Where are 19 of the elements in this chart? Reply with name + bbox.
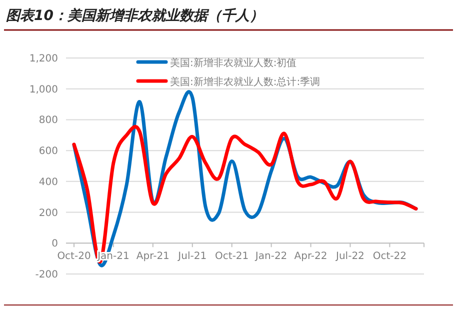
y-tick-label: -200	[35, 270, 58, 280]
x-tick-label: Oct-21	[215, 251, 249, 262]
x-tick-label: Jul-22	[335, 251, 364, 262]
x-tick-label: Oct-20	[57, 251, 91, 262]
y-tick-label: 800	[38, 115, 58, 126]
x-tick-label: Apr-22	[294, 251, 328, 262]
y-tick-label: 200	[38, 208, 58, 219]
x-tick-label: Oct-22	[372, 251, 407, 262]
legend-label: 美国:新增非农就业人数:总计:季调	[170, 76, 320, 88]
y-tick-label: 400	[38, 176, 58, 188]
y-tick-label: 600	[38, 146, 58, 158]
y-tick-label: 0	[52, 238, 58, 250]
y-tick-label: 1,200	[29, 54, 58, 64]
x-tick-label: Jan-22	[254, 251, 288, 262]
y-tick-label: 1,000	[29, 84, 58, 96]
x-tick-label: Apr-21	[136, 251, 170, 262]
legend-label: 美国:新增非农就业人数:初值	[170, 57, 297, 69]
chart-title: 图表10：美国新增非农就业数据（千人）	[6, 7, 264, 24]
x-tick-label: Jul-21	[177, 251, 207, 262]
